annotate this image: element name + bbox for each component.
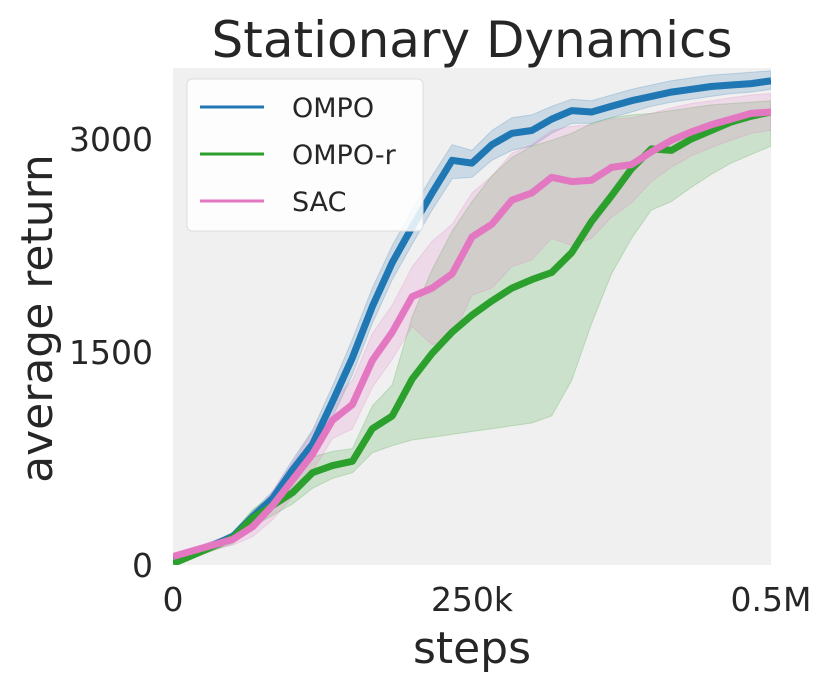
legend-label-ompo: OMPO [292, 93, 374, 124]
y-tick-label-0: 0 [132, 546, 153, 585]
x-axis-ticks: 0 250k 0.5M [163, 580, 812, 619]
series-lines [173, 77, 771, 565]
x-tick-label-0-5m: 0.5M [731, 580, 812, 619]
y-axis-ticks: 0 1500 3000 [69, 120, 153, 585]
y-tick-label-1500: 1500 [69, 333, 153, 372]
x-tick-label-0: 0 [163, 580, 184, 619]
band-ompo-r [173, 100, 771, 565]
legend-frame [186, 78, 424, 232]
x-tick-label-250k: 250k [431, 580, 514, 619]
y-tick-label-3000: 3000 [69, 120, 153, 159]
legend: OMPO OMPO-r SAC [186, 78, 424, 232]
line-ompo [173, 77, 771, 562]
y-axis-label: average return [12, 154, 63, 483]
x-axis-label: steps [413, 623, 531, 674]
legend-label-ompo-r: OMPO-r [292, 140, 397, 171]
legend-label-sac: SAC [292, 187, 347, 218]
chart-title: Stationary Dynamics [212, 11, 733, 69]
line-sac [173, 108, 771, 560]
